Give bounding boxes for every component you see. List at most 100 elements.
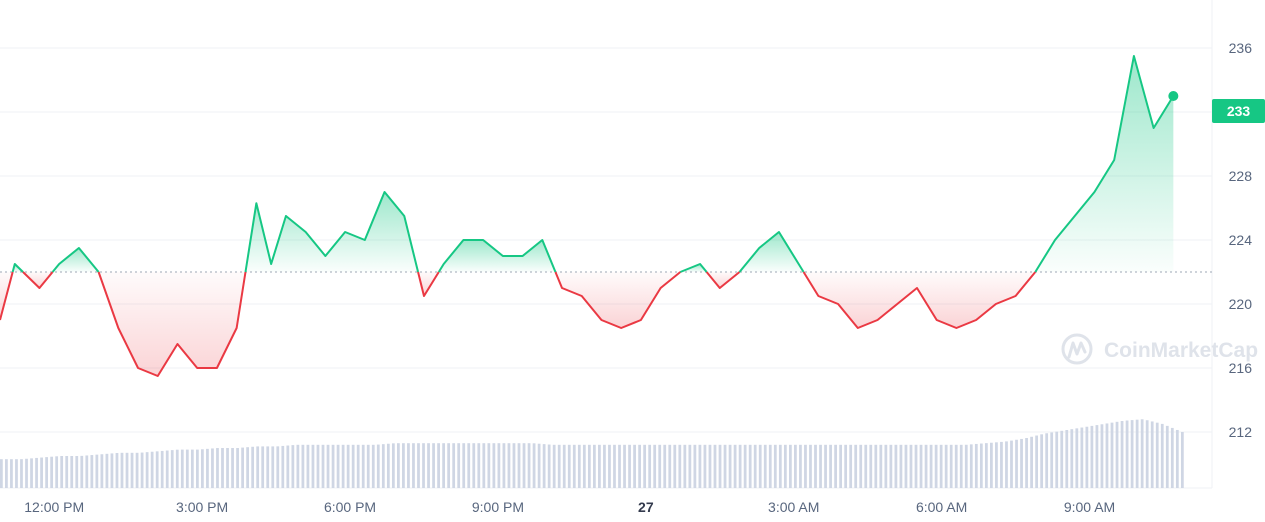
- volume-bar: [261, 446, 265, 488]
- volume-bar: [5, 459, 8, 488]
- volume-bar: [990, 442, 993, 488]
- volume-bar: [351, 444, 355, 488]
- volume-bar: [924, 444, 928, 488]
- price-area-up: [52, 248, 99, 272]
- volume-bar: [552, 444, 556, 488]
- volume-bar: [834, 444, 837, 488]
- volume-bar: [708, 444, 712, 488]
- volume-bar: [537, 443, 541, 488]
- volume-bar: [743, 444, 747, 488]
- price-line-up: [51, 247, 100, 273]
- volume-bar: [135, 452, 139, 488]
- price-area-up: [1035, 56, 1174, 272]
- volume-bar: [381, 444, 385, 488]
- price-line-up: [738, 231, 805, 273]
- price-area-down: [555, 272, 681, 328]
- volume-bar: [95, 454, 99, 488]
- volume-bar: [190, 449, 194, 488]
- volume-bar: [522, 443, 526, 488]
- x-tick-label: 6:00 PM: [324, 499, 376, 515]
- volume-bar: [1170, 427, 1174, 488]
- volume-bar: [1125, 420, 1129, 488]
- volume-bar: [70, 456, 74, 488]
- y-tick-label: 220: [1229, 296, 1253, 312]
- volume-bar: [914, 444, 918, 488]
- volume-bar: [407, 443, 410, 488]
- volume-bar: [462, 443, 466, 488]
- volume-bar: [236, 448, 239, 488]
- volume-bar: [45, 457, 48, 488]
- volume-bar: [673, 444, 677, 488]
- volume-bar: [1030, 436, 1033, 488]
- volume-bar: [507, 443, 511, 488]
- volume-bar: [391, 443, 395, 488]
- volume-bar: [195, 449, 199, 488]
- volume-bar: [140, 452, 144, 488]
- volume-bar: [1045, 433, 1049, 488]
- volume-bar: [271, 446, 275, 488]
- volume-bar: [492, 443, 496, 488]
- volume-bar: [904, 444, 908, 488]
- volume-bar: [954, 444, 958, 488]
- volume-bar: [738, 444, 742, 488]
- volume-bar: [1145, 420, 1149, 488]
- volume-bar: [884, 444, 888, 488]
- volume-bar: [422, 443, 425, 488]
- volume-bar: [758, 444, 762, 488]
- volume-bar: [628, 444, 631, 488]
- volume-bar: [1065, 429, 1069, 488]
- volume-bar: [15, 459, 18, 488]
- volume-bar: [854, 444, 858, 488]
- volume-bar: [1095, 425, 1099, 488]
- price-line-up: [1034, 55, 1175, 273]
- price-area-up: [438, 240, 556, 272]
- volume-bar: [788, 444, 792, 488]
- volume-bar: [527, 443, 531, 488]
- volume-bar: [909, 444, 913, 488]
- volume-bar: [532, 443, 536, 488]
- grid-lines: [0, 0, 1213, 489]
- volume-bar: [984, 443, 988, 488]
- volume-bar: [1110, 422, 1114, 488]
- volume-bar: [653, 444, 657, 488]
- volume-bar: [1075, 428, 1079, 488]
- volume-bar: [899, 444, 903, 488]
- volume-bar: [150, 451, 154, 488]
- volume-bar: [281, 445, 285, 488]
- volume-bar: [1005, 441, 1008, 488]
- volume-bar: [175, 449, 179, 488]
- volume-bar: [512, 443, 516, 488]
- volume-bar: [814, 444, 817, 488]
- volume-bar: [417, 443, 420, 488]
- volume-bar: [819, 444, 822, 488]
- y-tick-label: 216: [1229, 360, 1253, 376]
- volume-bar: [688, 444, 692, 488]
- volume-bar: [437, 443, 440, 488]
- volume-bar: [582, 444, 586, 488]
- price-line-down: [417, 271, 440, 297]
- volume-bar: [85, 455, 89, 488]
- volume-bar: [296, 444, 300, 488]
- volume-bar: [1105, 423, 1109, 488]
- volume-bar: [829, 444, 832, 488]
- volume-bar: [718, 444, 722, 488]
- volume-bar: [1025, 437, 1028, 488]
- volume-bar: [572, 444, 576, 488]
- volume-bar: [1000, 441, 1003, 488]
- price-area-down: [803, 272, 1036, 328]
- volume-bar: [804, 444, 807, 488]
- volume-bar: [130, 452, 134, 488]
- volume-bar: [794, 444, 797, 488]
- volume-bar: [1120, 421, 1124, 488]
- volume-bar: [733, 444, 737, 488]
- current-price-dot: [1168, 91, 1179, 101]
- volume-bar: [979, 443, 983, 488]
- volume-bar: [397, 443, 400, 488]
- volume-bar: [944, 444, 948, 488]
- price-line-down: [0, 271, 14, 321]
- volume-bar: [301, 444, 305, 488]
- y-tick-label: 236: [1229, 40, 1253, 56]
- volume-bar: [30, 458, 33, 488]
- price-line-down: [554, 271, 681, 329]
- volume-bar: [799, 444, 802, 488]
